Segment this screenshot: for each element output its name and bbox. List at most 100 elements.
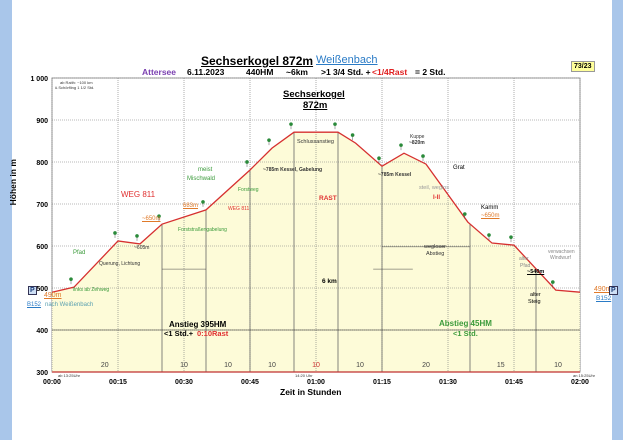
annotation: ~785m Kessel	[378, 172, 412, 178]
y-tick-label: 800	[36, 160, 48, 167]
road-destination: nach Weißenbach	[45, 302, 94, 308]
annotation: Mischwald	[187, 176, 216, 182]
x-tick-label: 01:00	[307, 379, 325, 386]
trail-label: WEG 811	[121, 190, 156, 199]
annotation: alter	[530, 292, 541, 298]
y-tick-label: 1 000	[30, 76, 48, 83]
tree-icon	[377, 156, 381, 160]
profile-line	[51, 131, 581, 293]
tree-icon	[135, 234, 139, 238]
tree-icon	[350, 133, 355, 137]
tree-icon	[509, 235, 513, 239]
date: 6.11.2023	[187, 67, 225, 77]
annotation: ~650m	[481, 213, 500, 219]
annotation: 683m	[183, 203, 199, 209]
annotation: ~820m	[409, 140, 425, 146]
ascent-time: <1 Std.+	[164, 329, 194, 338]
tree-icon	[267, 138, 271, 142]
section-minutes: 10	[224, 362, 232, 369]
annotation: Schlussanstieg	[297, 139, 334, 145]
section-minutes: 15	[497, 362, 505, 369]
end-elevation: 490m	[594, 286, 612, 293]
road-link[interactable]: B152	[596, 295, 612, 302]
tree-icon	[463, 212, 467, 216]
annotation: ~540m	[527, 269, 545, 275]
annotation: WEG 811	[228, 206, 250, 212]
section-minutes: 10	[356, 362, 364, 369]
start-elevation: 490m	[44, 292, 62, 299]
annotation: Querung, Lichtung	[99, 261, 141, 267]
difficulty-grade: I-II	[433, 195, 440, 201]
end-time: an 15:25Uhr	[573, 373, 596, 378]
start-time: ab 13:25Uhr	[58, 373, 81, 378]
descent-summary: Abstieg 45HM	[439, 319, 492, 328]
x-tick-label: 00:15	[109, 379, 127, 386]
y-tick-label: 500	[36, 286, 48, 293]
annotation: ~650m	[142, 216, 161, 222]
x-axis-label: Zeit in Stunden	[280, 387, 342, 397]
distance: ~6km	[286, 67, 308, 77]
section-minutes: 10	[554, 362, 562, 369]
x-tick-label: 02:00	[571, 379, 589, 386]
page: 300 400 500 600 700 800 900 1 000 00:00 00:15 00:3…	[7, 0, 618, 440]
annotation: steil, weglos	[419, 185, 449, 191]
y-tick-label: 900	[36, 118, 48, 125]
parking-icon: P	[28, 286, 37, 295]
distance-label: 6 km	[322, 278, 337, 285]
note: ab Raith: ~100 km	[60, 80, 93, 85]
x-tick-label: 01:15	[373, 379, 391, 386]
x-tick-label: 01:45	[505, 379, 523, 386]
annotation: verwachsen	[548, 249, 575, 255]
descent-time: <1 Std.	[453, 329, 478, 338]
y-axis-label: Höhen in m	[7, 159, 18, 206]
chart-title: Sechserkogel 872m	[201, 54, 314, 68]
annotation: Abstieg	[426, 251, 445, 257]
rest-label: RAST	[319, 195, 337, 202]
y-tick-label: 600	[36, 244, 48, 251]
section-minutes: 10	[268, 362, 276, 369]
time-prefix: >1 3/4 Std. +	[321, 67, 371, 77]
tour-number-badge: 73/23	[571, 61, 595, 72]
summit-label: Sechserkogel	[283, 89, 345, 100]
annotation: links ab Zehweg	[73, 287, 110, 293]
x-tick-label: 01:30	[439, 379, 457, 386]
x-tick-label: 00:45	[241, 379, 259, 386]
tree-icon	[157, 214, 161, 218]
annotation: Forststraßengabelung	[178, 227, 227, 233]
time-suffix: = 2 Std.	[415, 67, 446, 77]
section-minutes: 10	[180, 362, 188, 369]
summit-time: 14:20 Uhr	[295, 373, 313, 378]
tree-icon	[421, 154, 425, 158]
annotation: meist	[198, 167, 213, 173]
annotation: Windwurf	[550, 255, 571, 261]
tree-icon	[69, 277, 73, 281]
annotation: Forstweg	[238, 187, 259, 193]
tree-icon	[289, 122, 293, 126]
weissenbach-link[interactable]: Weißenbach	[316, 54, 378, 66]
tree-icon	[487, 233, 491, 237]
tree-icon	[333, 122, 337, 126]
note: ü.Schörfling 1 1/2 Std.	[55, 85, 95, 90]
y-tick-label: 700	[36, 202, 48, 209]
annotation: ~785m Kessel, Gabelung	[263, 167, 323, 173]
ascent-rest: 0:10Rast	[197, 329, 229, 338]
section-minutes: 20	[101, 362, 109, 369]
section-minutes: 20	[422, 362, 430, 369]
tree-icon	[399, 143, 403, 147]
y-tick-label: 300	[36, 370, 48, 377]
x-tick-label: 00:00	[43, 379, 61, 386]
annotation: Steig	[528, 299, 541, 305]
ascent-summary: Anstieg 395HM	[169, 320, 227, 329]
tree-icon	[113, 231, 117, 235]
region: Attersee	[142, 67, 177, 77]
elevation-chart: 300 400 500 600 700 800 900 1 000 00:00 00:15 00:3…	[30, 76, 589, 386]
tree-icon	[245, 160, 249, 164]
annotation: alter	[519, 256, 529, 262]
section-minutes: 10	[312, 362, 320, 369]
total-hm: 440HM	[246, 67, 274, 77]
rest-time: <1/4Rast	[372, 67, 408, 77]
tree-icon	[201, 200, 205, 204]
annotation: wegloser	[424, 244, 447, 250]
road-link[interactable]: B152	[27, 302, 42, 308]
x-tick-label: 00:30	[175, 379, 193, 386]
